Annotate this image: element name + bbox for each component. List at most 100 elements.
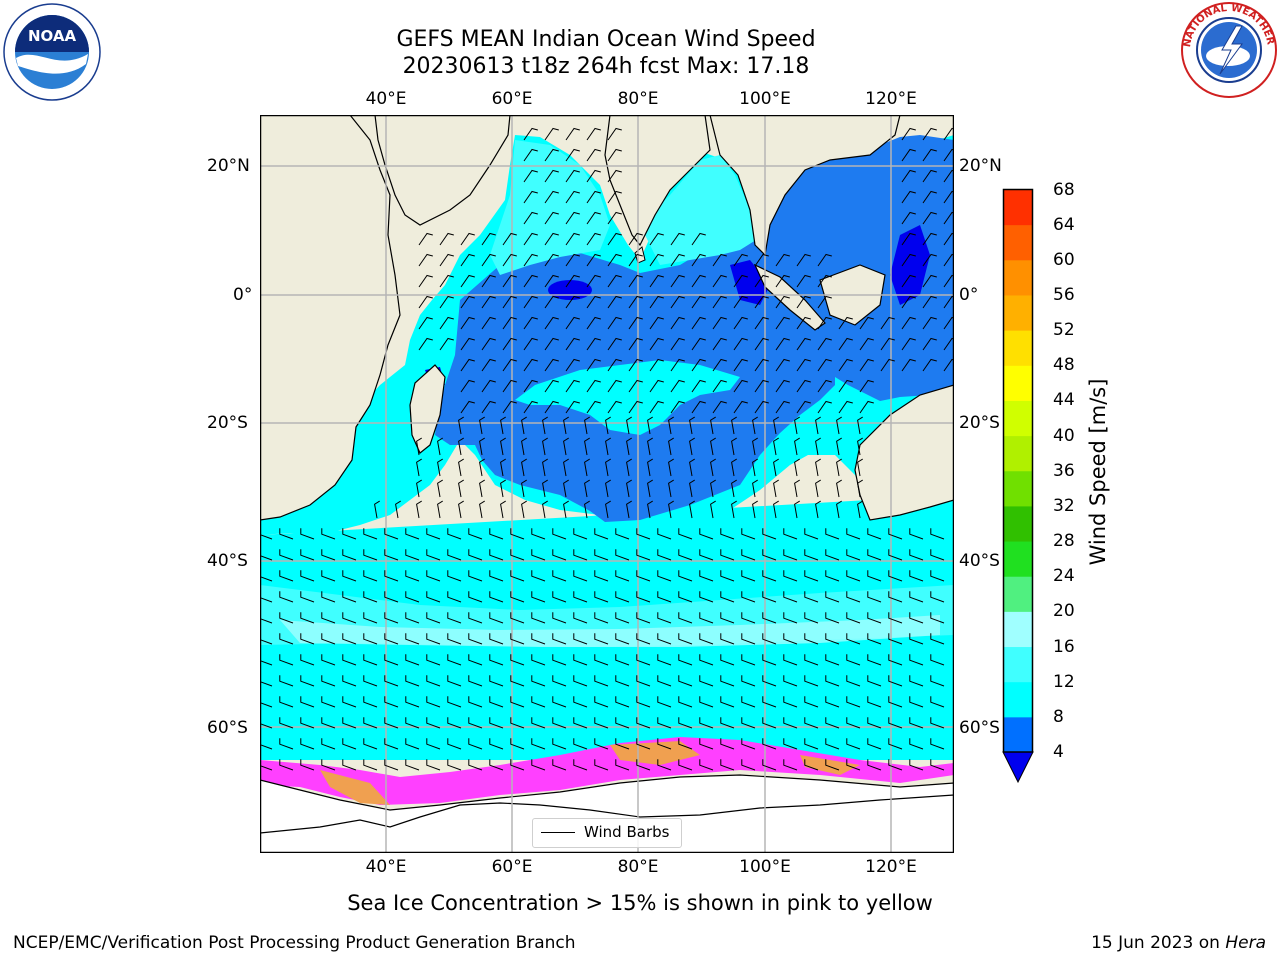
wind-barb: [691, 232, 706, 246]
colorbar-segment: [1003, 365, 1033, 401]
wind-barb: [586, 316, 601, 330]
wind-barb: [762, 738, 777, 750]
wind-barb: [300, 759, 315, 771]
colorbar-segment: [1003, 505, 1033, 542]
wind-barb: [754, 274, 769, 288]
wind-barb: [279, 696, 294, 708]
wind-barb: [426, 675, 441, 687]
lon-tick-bottom: 60°E: [491, 857, 533, 877]
wind-barb: [565, 232, 580, 246]
colorbar-segment: [1003, 611, 1033, 648]
wind-barb: [594, 612, 609, 624]
wind-barb: [384, 717, 399, 729]
wind-barb: [689, 416, 695, 435]
lat-tick-right: 60°S: [959, 718, 1000, 738]
wind-barb: [836, 500, 842, 519]
wind-barb: [804, 591, 819, 603]
wind-barb: [460, 358, 475, 372]
wind-barb: [586, 295, 601, 309]
wind-barb: [416, 479, 422, 498]
wind-barb: [468, 717, 483, 729]
wind-barb: [773, 458, 779, 477]
wind-barb: [531, 570, 546, 582]
wind-barb: [594, 633, 609, 645]
wind-speed-map: [258, 114, 958, 854]
wind-barb: [342, 717, 357, 729]
wind-barb: [510, 654, 525, 666]
wind-barb: [867, 738, 882, 750]
wind-barb: [678, 738, 693, 750]
wind-barb: [649, 379, 664, 393]
wind-barb: [741, 675, 756, 687]
wind-barb: [668, 500, 674, 519]
wind-barb: [300, 591, 315, 603]
colorbar-segment: [1003, 470, 1033, 507]
wind-barb: [416, 458, 422, 477]
legend-line-swatch: [541, 832, 575, 833]
wind-barb: [321, 738, 336, 750]
wind-barb: [901, 148, 916, 162]
wind-barb: [783, 633, 798, 645]
wind-barb: [825, 612, 840, 624]
wind-barb: [552, 696, 567, 708]
wind-barb: [531, 717, 546, 729]
lon-tick-top: 120°E: [865, 89, 917, 109]
wind-barb: [447, 570, 462, 582]
wind-barb: [342, 528, 357, 540]
wind-barb: [542, 458, 548, 477]
wind-barb: [909, 675, 924, 687]
wind-barb: [720, 570, 735, 582]
wind-barb: [783, 696, 798, 708]
wind-barb: [762, 654, 777, 666]
wind-barb: [838, 379, 853, 393]
colorbar-tick: 64: [1053, 214, 1075, 235]
host-name: Hera: [1225, 933, 1266, 953]
wind-barb: [699, 696, 714, 708]
wind-barb: [460, 253, 475, 267]
wind-barb: [586, 337, 601, 351]
wind-barb: [857, 479, 863, 498]
wind-barb: [594, 717, 609, 729]
wind-barb: [523, 211, 538, 225]
wind-barb: [657, 696, 672, 708]
wind-barb: [405, 549, 420, 561]
wind-barb: [500, 416, 506, 435]
wind-barb: [563, 500, 569, 519]
wind-barb: [922, 127, 937, 141]
wind-barb: [626, 416, 632, 435]
wind-barb: [762, 759, 777, 771]
wind-barb: [544, 190, 559, 204]
wind-barb: [815, 416, 821, 435]
wind-barb: [775, 337, 790, 351]
wind-barb: [300, 738, 315, 750]
wind-barb: [563, 437, 569, 456]
wind-barb: [859, 379, 874, 393]
wind-barb: [731, 500, 737, 519]
wind-barb: [888, 633, 903, 645]
wind-barb: [636, 696, 651, 708]
wind-barb: [796, 274, 811, 288]
wind-barb: [762, 591, 777, 603]
wind-barb: [668, 458, 674, 477]
wind-barb: [384, 759, 399, 771]
wind-8-12-band: [515, 360, 740, 435]
wind-barb: [804, 633, 819, 645]
wind-barb: [794, 437, 800, 456]
wind-barb: [489, 654, 504, 666]
wind-barb: [657, 717, 672, 729]
wind-barb: [565, 379, 580, 393]
wind-barb: [460, 295, 475, 309]
wind-barb: [930, 612, 945, 624]
wind-barb: [468, 528, 483, 540]
wind-barb: [720, 654, 735, 666]
wind-barb: [384, 549, 399, 561]
wind-barb: [817, 400, 832, 414]
wind-barb: [636, 675, 651, 687]
wind-barb: [300, 549, 315, 561]
wind-barb: [888, 549, 903, 561]
wind-barb: [447, 633, 462, 645]
wind-barb: [720, 738, 735, 750]
wind-barb: [586, 232, 601, 246]
wind-barb: [489, 612, 504, 624]
wind-barb: [481, 295, 496, 309]
